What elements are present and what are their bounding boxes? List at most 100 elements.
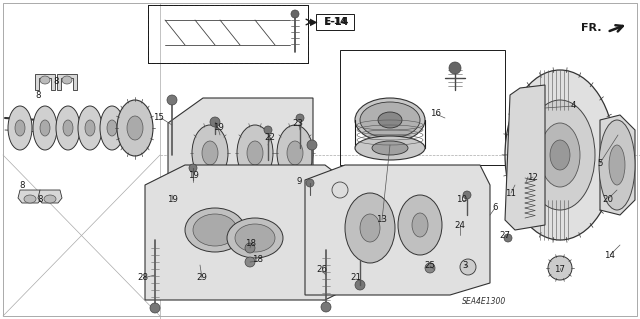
Ellipse shape — [307, 140, 317, 150]
Polygon shape — [505, 85, 545, 230]
Ellipse shape — [247, 141, 263, 165]
Ellipse shape — [345, 193, 395, 263]
Ellipse shape — [202, 141, 218, 165]
Text: 21: 21 — [351, 273, 362, 283]
Ellipse shape — [412, 213, 428, 237]
Text: 15: 15 — [154, 113, 164, 122]
Ellipse shape — [599, 120, 635, 210]
Bar — [316, 14, 354, 30]
Ellipse shape — [550, 140, 570, 170]
Polygon shape — [305, 165, 490, 295]
Ellipse shape — [78, 106, 102, 150]
Ellipse shape — [548, 256, 572, 280]
Ellipse shape — [277, 125, 313, 181]
Polygon shape — [38, 190, 62, 203]
Text: 8: 8 — [37, 196, 43, 204]
Ellipse shape — [8, 106, 32, 150]
Ellipse shape — [460, 259, 476, 275]
Ellipse shape — [245, 243, 255, 253]
Ellipse shape — [372, 141, 408, 155]
Text: 26: 26 — [317, 265, 328, 275]
Ellipse shape — [291, 10, 299, 18]
Ellipse shape — [332, 182, 348, 198]
Ellipse shape — [296, 114, 304, 122]
Text: 18: 18 — [246, 239, 257, 248]
Ellipse shape — [609, 145, 625, 185]
Ellipse shape — [193, 214, 237, 246]
Ellipse shape — [525, 100, 595, 210]
Polygon shape — [18, 190, 42, 203]
Polygon shape — [600, 115, 635, 215]
Text: SEA4E1300: SEA4E1300 — [462, 298, 506, 307]
Text: 22: 22 — [264, 132, 275, 142]
Ellipse shape — [40, 76, 50, 84]
Polygon shape — [168, 98, 313, 203]
Text: ▶  E-14: ▶ E-14 — [310, 17, 348, 27]
Text: 23: 23 — [292, 118, 303, 128]
Text: 13: 13 — [376, 216, 387, 225]
Text: 3: 3 — [462, 261, 468, 270]
Ellipse shape — [170, 195, 180, 205]
Polygon shape — [57, 74, 77, 90]
Ellipse shape — [15, 120, 25, 136]
Text: 20: 20 — [602, 195, 614, 204]
Ellipse shape — [56, 106, 80, 150]
Text: 8: 8 — [53, 78, 59, 86]
Ellipse shape — [150, 303, 160, 313]
Text: E-14: E-14 — [324, 18, 346, 26]
Text: 27: 27 — [499, 232, 511, 241]
Text: 11: 11 — [506, 189, 516, 197]
Text: 10: 10 — [456, 196, 467, 204]
Bar — [148, 5, 308, 63]
Text: 8: 8 — [35, 91, 41, 100]
Ellipse shape — [360, 102, 420, 138]
Text: 4: 4 — [570, 101, 576, 110]
Ellipse shape — [235, 224, 275, 252]
Ellipse shape — [306, 179, 314, 187]
Ellipse shape — [355, 280, 365, 290]
Text: 19: 19 — [188, 170, 198, 180]
Text: 6: 6 — [492, 204, 498, 212]
Ellipse shape — [44, 195, 56, 203]
Ellipse shape — [287, 141, 303, 165]
Text: 17: 17 — [554, 265, 566, 275]
Ellipse shape — [227, 218, 283, 258]
Text: 28: 28 — [138, 273, 148, 283]
Ellipse shape — [245, 257, 255, 267]
Text: 16: 16 — [431, 108, 442, 117]
Polygon shape — [145, 165, 365, 300]
Polygon shape — [35, 74, 55, 90]
Ellipse shape — [167, 190, 177, 200]
Ellipse shape — [237, 125, 273, 181]
Text: 5: 5 — [597, 159, 603, 167]
Ellipse shape — [321, 302, 331, 312]
Ellipse shape — [355, 136, 425, 160]
Ellipse shape — [425, 263, 435, 273]
Ellipse shape — [107, 120, 117, 136]
Ellipse shape — [355, 98, 425, 142]
Text: 19: 19 — [212, 122, 223, 131]
Ellipse shape — [504, 234, 512, 242]
Ellipse shape — [167, 95, 177, 105]
Ellipse shape — [63, 120, 73, 136]
Text: FR.: FR. — [581, 23, 602, 33]
Ellipse shape — [62, 76, 72, 84]
Ellipse shape — [540, 123, 580, 187]
Ellipse shape — [505, 70, 615, 240]
Ellipse shape — [117, 100, 153, 156]
Text: 12: 12 — [527, 173, 538, 182]
Text: 24: 24 — [454, 220, 465, 229]
Text: 8: 8 — [19, 181, 25, 189]
Bar — [148, 5, 308, 63]
Ellipse shape — [33, 106, 57, 150]
Ellipse shape — [85, 120, 95, 136]
Ellipse shape — [398, 195, 442, 255]
Text: 9: 9 — [296, 176, 301, 186]
Ellipse shape — [264, 126, 272, 134]
Ellipse shape — [449, 62, 461, 74]
Text: 18: 18 — [253, 256, 264, 264]
Ellipse shape — [127, 116, 143, 140]
Ellipse shape — [189, 164, 197, 172]
Text: 25: 25 — [424, 261, 435, 270]
Bar — [340, 50, 505, 165]
